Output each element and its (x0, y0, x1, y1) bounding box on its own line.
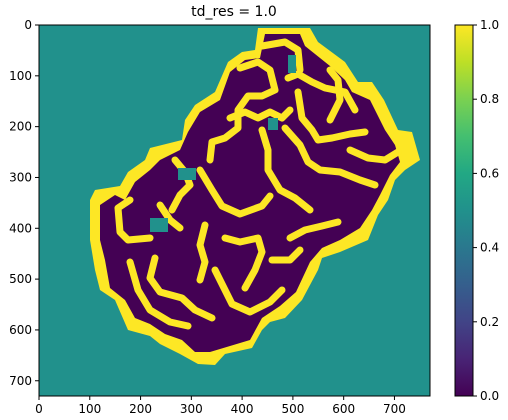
x-axis: 0 100 200 300 400 500 600 700 (35, 396, 406, 416)
x-tick-label: 500 (281, 402, 304, 416)
y-tick-label: 600 (9, 323, 32, 337)
heatmap-image (39, 25, 430, 396)
y-tick-label: 0 (24, 18, 32, 32)
colorbar-tick-label: 0.8 (480, 92, 499, 106)
y-axis: 0 100 200 300 400 500 600 700 (9, 18, 39, 388)
x-tick-label: 200 (129, 402, 152, 416)
colorbar-tick-label: 0.4 (480, 241, 499, 255)
y-tick-label: 400 (9, 221, 32, 235)
chart-title: td_res = 1.0 (191, 4, 277, 20)
colorbar (454, 24, 474, 397)
y-tick-label: 700 (9, 374, 32, 388)
y-tick-label: 300 (9, 170, 32, 184)
x-tick-label: 700 (383, 402, 406, 416)
interior-region (100, 34, 400, 352)
maze-holes (150, 55, 296, 232)
maze-walls (114, 38, 402, 330)
y-tick-label: 100 (9, 69, 32, 83)
x-tick-label: 600 (332, 402, 355, 416)
plot-frame (38, 24, 431, 397)
x-tick-label: 400 (231, 402, 254, 416)
x-tick-label: 300 (180, 402, 203, 416)
x-tick-label: 0 (35, 402, 43, 416)
y-tick-label: 200 (9, 120, 32, 134)
colorbar-tick-label: 0.2 (480, 315, 499, 329)
colorbar-axis: 0.0 0.2 0.4 0.6 0.8 1.0 (473, 18, 499, 403)
colorbar-tick-label: 1.0 (480, 18, 499, 32)
x-tick-label: 100 (78, 402, 101, 416)
colorbar-tick-label: 0.0 (480, 389, 499, 403)
colorbar-tick-label: 0.6 (480, 166, 499, 180)
y-tick-label: 500 (9, 272, 32, 286)
